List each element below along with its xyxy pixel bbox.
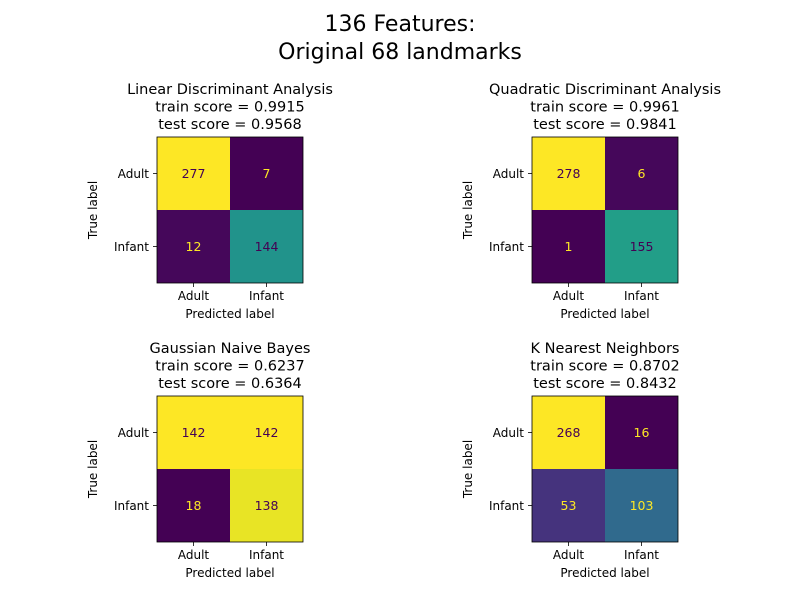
y-tick-label: Adult [493, 426, 525, 440]
cell-value-label: 138 [255, 498, 279, 513]
confusion-matrix-panel-3: Gaussian Naive Bayes train score = 0.6237… [86, 341, 310, 580]
confusion-matrix-panel-4: K Nearest Neighbors train score = 0.8702t… [461, 341, 680, 580]
panel-title-line: train score = 0.6237 [155, 359, 304, 375]
x-axis-label: Predicted label [185, 566, 274, 580]
x-tick-label: Infant [249, 289, 284, 303]
x-tick-label: Infant [249, 548, 284, 562]
matrix-cell [230, 137, 303, 210]
matrix-cell [230, 396, 303, 469]
cell-value-label: 7 [263, 166, 271, 181]
cell-value-label: 12 [186, 239, 202, 254]
matrix-cell [230, 210, 303, 283]
matrix-cell [157, 469, 230, 542]
cell-value-label: 155 [630, 239, 654, 254]
y-tick-label: Adult [118, 426, 150, 440]
matrix-cell [605, 137, 678, 210]
cell-value-label: 18 [186, 498, 202, 513]
y-tick-label: Adult [118, 167, 150, 181]
y-tick-label: Adult [493, 167, 525, 181]
cell-value-label: 142 [182, 425, 206, 440]
cell-value-label: 144 [255, 239, 279, 254]
y-tick-label: Infant [489, 499, 524, 513]
panel-title-line: test score = 0.6364 [158, 376, 302, 392]
matrix-cell [157, 396, 230, 469]
cell-value-label: 1 [565, 239, 573, 254]
axes-frame [156, 395, 304, 543]
y-axis-label: True label [86, 440, 100, 499]
axes-frame [531, 395, 679, 543]
cell-value-label: 6 [638, 166, 646, 181]
x-tick-label: Infant [624, 289, 659, 303]
matrix-cell [605, 396, 678, 469]
x-axis-label: Predicted label [560, 307, 649, 321]
cell-value-label: 277 [182, 166, 206, 181]
panel-title-line: train score = 0.9915 [155, 100, 304, 116]
x-axis-label: Predicted label [560, 566, 649, 580]
y-tick-label: Infant [114, 499, 149, 513]
cell-value-label: 103 [630, 498, 654, 513]
y-tick-label: Infant [489, 240, 524, 254]
axes-frame [531, 136, 679, 284]
x-axis-label: Predicted label [185, 307, 274, 321]
figure-title-line-1: 136 Features: [325, 12, 476, 37]
confusion-matrix-panel-2: Quadratic Discriminant Analysis train sco… [461, 82, 721, 321]
matrix-cell [532, 210, 605, 283]
x-tick-label: Adult [553, 289, 585, 303]
matrix-cell [532, 137, 605, 210]
y-axis-label: True label [86, 181, 100, 240]
panel-title-line: Gaussian Naive Bayes [150, 341, 311, 357]
matrix-cell [157, 137, 230, 210]
y-axis-label: True label [461, 181, 475, 240]
x-tick-label: Adult [178, 289, 210, 303]
matrix-cell [532, 396, 605, 469]
matrix-cell [605, 210, 678, 283]
panel-title-line: K Nearest Neighbors [531, 341, 680, 357]
y-axis-label: True label [461, 440, 475, 499]
matrix-cell [605, 469, 678, 542]
cell-value-label: 278 [557, 166, 581, 181]
panel-title-line: train score = 0.9961 [530, 100, 679, 116]
panel-title-line: Quadratic Discriminant Analysis [489, 82, 721, 98]
confusion-matrix-panel-1: Linear Discriminant Analysis train score … [86, 82, 333, 321]
panel-title-line: test score = 0.9568 [158, 117, 302, 133]
matrix-cell [230, 469, 303, 542]
cell-value-label: 53 [561, 498, 577, 513]
x-tick-label: Adult [553, 548, 585, 562]
cell-value-label: 142 [255, 425, 279, 440]
figure-title-line-2: Original 68 landmarks [278, 40, 522, 65]
panel-title-line: test score = 0.8432 [533, 376, 677, 392]
panel-title-line: train score = 0.8702 [530, 359, 679, 375]
panel-title-line: test score = 0.9841 [533, 117, 677, 133]
matrix-cell [157, 210, 230, 283]
x-tick-label: Adult [178, 548, 210, 562]
cell-value-label: 16 [634, 425, 650, 440]
x-tick-label: Infant [624, 548, 659, 562]
panel-title-line: Linear Discriminant Analysis [127, 82, 333, 98]
y-tick-label: Infant [114, 240, 149, 254]
axes-frame [156, 136, 304, 284]
matrix-cell [532, 469, 605, 542]
cell-value-label: 268 [557, 425, 581, 440]
